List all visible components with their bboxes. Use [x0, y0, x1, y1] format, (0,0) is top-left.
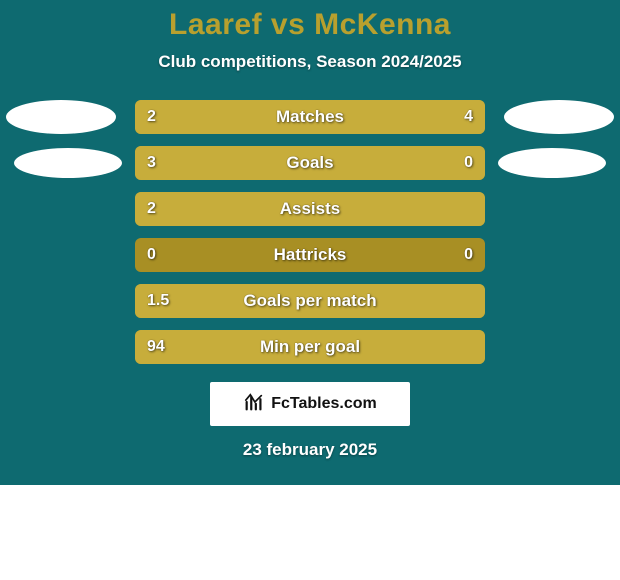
- stat-value-left: 94: [147, 338, 165, 356]
- stat-row: 24Matches: [0, 94, 620, 140]
- stat-bar-left: [135, 192, 485, 226]
- date-text: 23 february 2025: [0, 440, 620, 460]
- brand-chart-icon: [243, 391, 265, 418]
- stat-value-left: 2: [147, 108, 156, 126]
- player-badge-right: [504, 100, 614, 134]
- stat-value-left: 3: [147, 154, 156, 172]
- stat-value-right: 0: [464, 246, 473, 264]
- player-badge-left: [14, 148, 122, 178]
- stat-row: 94Min per goal: [0, 324, 620, 370]
- stat-bar-track: 1.5Goals per match: [135, 284, 485, 318]
- stats-list: 24Matches30Goals2Assists00Hattricks1.5Go…: [0, 94, 620, 370]
- page-title: Laaref vs McKenna: [0, 8, 620, 42]
- player-badge-left: [6, 100, 116, 134]
- stat-value-left: 1.5: [147, 292, 169, 310]
- stat-bar-left: [135, 146, 408, 180]
- stat-row: 0 0Hattricks: [0, 232, 620, 278]
- stat-bar-track: 2Assists: [135, 192, 485, 226]
- stat-value-left: 0: [147, 246, 156, 264]
- stat-bar-track: 94Min per goal: [135, 330, 485, 364]
- title-player-left: Laaref: [169, 8, 262, 41]
- stat-value-right: 4: [464, 108, 473, 126]
- player-badge-right: [498, 148, 606, 178]
- stat-bar-track: 0 0Hattricks: [135, 238, 485, 272]
- stat-bar-left: [135, 330, 485, 364]
- stat-row: 30Goals: [0, 140, 620, 186]
- title-vs: vs: [271, 8, 305, 41]
- stat-bar-track: 24Matches: [135, 100, 485, 134]
- stat-label: Hattricks: [135, 245, 485, 265]
- stat-bar-track: 30Goals: [135, 146, 485, 180]
- brand-text: FcTables.com: [271, 395, 377, 413]
- stat-value-right: 0: [464, 154, 473, 172]
- title-player-right: McKenna: [314, 8, 451, 41]
- stat-bar-right: [240, 100, 485, 134]
- stat-row: 1.5Goals per match: [0, 278, 620, 324]
- brand-badge[interactable]: FcTables.com: [210, 382, 410, 426]
- stat-bar-right: [408, 146, 485, 180]
- stat-row: 2Assists: [0, 186, 620, 232]
- stat-value-left: 2: [147, 200, 156, 218]
- subtitle: Club competitions, Season 2024/2025: [0, 52, 620, 72]
- stat-bar-left: [135, 284, 485, 318]
- comparison-card: Laaref vs McKenna Club competitions, Sea…: [0, 0, 620, 485]
